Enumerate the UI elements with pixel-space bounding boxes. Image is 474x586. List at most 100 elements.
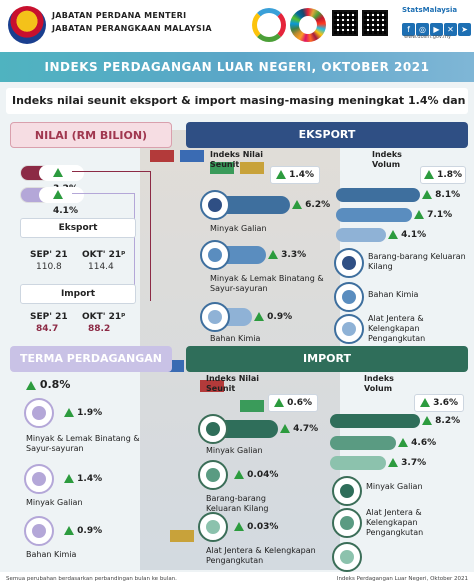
oil-barrel-icon (24, 464, 54, 494)
oil-barrel-icon (200, 190, 230, 220)
up-arrow-icon (64, 408, 74, 417)
eksport-volum-pct-box: 1.8% (420, 166, 466, 184)
facebook-icon[interactable]: f (402, 23, 415, 36)
import-sep-label: SEP' 21 (30, 312, 68, 322)
up-arrow-icon (64, 474, 74, 483)
import-volum-bar-2 (330, 436, 396, 450)
up-arrow-icon (388, 458, 398, 467)
import-volum-pct-box: 3.6% (414, 394, 464, 412)
instagram-icon[interactable]: ◎ (416, 23, 429, 36)
export-value-change: 3.2% (20, 165, 84, 194)
chemical-flask-icon (200, 302, 230, 332)
up-arrow-icon (53, 168, 63, 177)
malaysia-crest-logo (8, 6, 46, 44)
terma-item-1-pct: 1.9% (64, 408, 102, 418)
up-arrow-icon (292, 200, 302, 209)
import-volum-item-3-label: Alat Jentera & Kelengkapan Pengangkutan (366, 508, 424, 537)
import-value-pct: 4.1% (53, 206, 78, 216)
import-okt-label: OKT' 21ᵖ (82, 312, 126, 322)
import-nilai-label: Indeks Nilai Seunit (206, 374, 260, 393)
machinery-gear-icon (198, 512, 228, 542)
eksport-nilai-pct-box: 1.4% (270, 166, 320, 184)
terma-item-3-label: Bahan Kimia (26, 550, 77, 559)
chemical-flask-icon (334, 282, 364, 312)
import-volum-bar-3 (330, 456, 386, 470)
up-arrow-icon (26, 380, 36, 390)
up-arrow-icon (419, 398, 430, 407)
telegram-icon[interactable]: ➤ (458, 23, 471, 36)
machinery-gear-icon (334, 314, 364, 344)
up-arrow-icon (275, 170, 286, 179)
pct-text: 6.2% (305, 200, 331, 210)
eksport-volum-label: Indeks Volum (372, 150, 402, 169)
connector-line (72, 193, 134, 194)
website-link[interactable]: www.dosm.gov.my (404, 34, 451, 40)
up-arrow-icon (64, 526, 74, 535)
pct-text: 3.3% (281, 250, 307, 260)
import-sep-value: 84.7 (36, 324, 59, 334)
page-title: INDEKS PERDAGANGAN LUAR NEGERI, OKTOBER … (0, 52, 474, 82)
machinery-gear-icon (332, 508, 362, 538)
terma-heading: TERMA PERDAGANGAN (10, 346, 172, 372)
chemical-flask-icon (24, 516, 54, 546)
eksport-volum-pct: 1.8% (437, 170, 463, 180)
eksport-nilai-label: Indeks Nilai Seunit (210, 150, 264, 169)
footer-note: Semua perubahan berdasarkan perbandingan… (6, 576, 177, 582)
import-volum-label: Indeks Volum (364, 374, 394, 393)
import-value-change-inner: 4.1% (39, 187, 84, 216)
import-volum-item-2-pct: 4.6% (398, 438, 436, 448)
oil-barrel-icon (332, 476, 362, 506)
pct-text: 1.4% (77, 474, 103, 484)
import-nilai-item-2-label: Barang-barang Keluaran Kilang (206, 494, 269, 513)
oil-barrel-icon (198, 414, 228, 444)
oil-drop-icon (24, 398, 54, 428)
pct-text: 3.7% (401, 458, 427, 468)
agency-name: JABATAN PERDANA MENTERI JABATAN PERANGKA… (52, 9, 212, 35)
up-arrow-icon (273, 398, 284, 407)
import-volum-item-3-pct: 3.7% (388, 458, 426, 468)
statsmalaysia-brand: StatsMalaysia (402, 6, 458, 14)
eksport-nilai-item-1-pct: 6.2% (292, 200, 330, 210)
eksport-volum-item-1-pct: 8.1% (422, 190, 460, 200)
eksport-nilai-pct: 1.4% (289, 170, 315, 180)
import-volum-bar-1 (330, 414, 420, 428)
terma-item-1-label: Minyak & Lemak Binatang & Sayur-sayuran (26, 434, 140, 453)
youtube-icon[interactable]: ▶ (430, 23, 443, 36)
footer: Semua perubahan berdasarkan perbandingan… (0, 572, 474, 586)
import-nilai-pct: 0.6% (287, 398, 313, 408)
up-arrow-icon (422, 190, 432, 199)
export-value-change-inner: 3.2% (39, 165, 84, 194)
up-arrow-icon (423, 170, 434, 179)
import-nilai-pct-box: 0.6% (268, 394, 318, 412)
oil-drop-icon (200, 240, 230, 270)
eksport-nilai-item-3-label: Bahan Kimia (210, 334, 261, 343)
eksport-nilai-item-3-pct: 0.9% (254, 312, 292, 322)
twitter-icon[interactable]: ✕ (444, 23, 457, 36)
pct-text: 1.9% (77, 408, 103, 418)
pct-text: 8.2% (435, 416, 461, 426)
sdg-wheel-logo (290, 8, 326, 42)
pct-text: 0.03% (247, 522, 279, 532)
import-nilai-item-1-pct: 4.7% (280, 424, 318, 434)
eksport-volum-item-2-label: Bahan Kimia (368, 290, 419, 299)
page-subtitle: Indeks nilai seunit eksport & import mas… (6, 88, 468, 133)
up-arrow-icon (234, 522, 244, 531)
export-okt-label: OKT' 21ᵖ (82, 250, 126, 260)
import-nilai-item-1-label: Minyak Galian (206, 446, 263, 455)
agency-line1: JABATAN PERDANA MENTERI (52, 11, 187, 20)
export-label-box: Eksport (20, 218, 136, 238)
footer-source: Indeks Perdagangan Luar Negeri, Oktober … (336, 576, 468, 582)
export-sep-value: 110.8 (36, 262, 62, 272)
eksport-volum-bar-1 (336, 188, 420, 202)
connector-line (72, 171, 150, 172)
import-okt-value: 88.2 (88, 324, 111, 334)
up-arrow-icon (280, 424, 290, 433)
import-volum-item-2-label: Minyak Galian (366, 482, 423, 491)
eksport-volum-item-3-pct: 4.1% (388, 230, 426, 240)
pct-text: 4.7% (293, 424, 319, 434)
eksport-nilai-item-1-label: Minyak Galian (210, 224, 267, 233)
census-logo (252, 8, 286, 42)
import-volum-pct: 3.6% (433, 398, 459, 408)
nilai-heading: NILAI (RM BILION) (10, 122, 172, 148)
factory-goods-icon (198, 460, 228, 490)
